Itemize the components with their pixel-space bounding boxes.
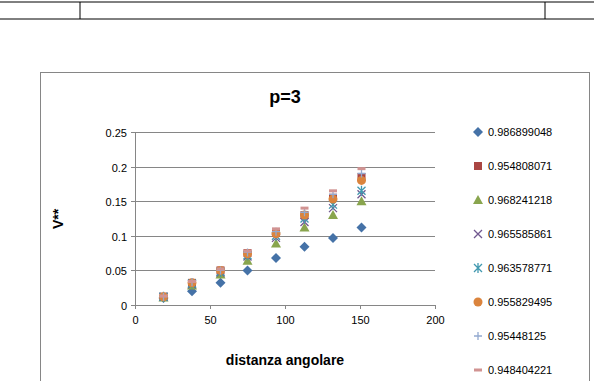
legend-label: 0.954808071 <box>488 160 552 172</box>
legend-marker <box>474 162 482 170</box>
point <box>216 266 225 275</box>
tick-label: 200 <box>426 314 444 326</box>
tick <box>131 201 135 202</box>
header-divider <box>545 2 546 19</box>
tick <box>131 236 135 237</box>
legend-label: 0.955829495 <box>488 296 552 308</box>
legend-label: 0.968241218 <box>488 194 552 206</box>
header-rule <box>0 19 594 20</box>
grid-line <box>135 236 435 237</box>
tick-label: 0 <box>121 300 127 312</box>
legend-marker <box>474 298 483 307</box>
point <box>188 280 196 283</box>
point <box>160 295 168 298</box>
point <box>358 167 366 170</box>
legend-marker <box>474 332 482 340</box>
header-rule <box>0 2 594 3</box>
grid-line <box>135 167 435 168</box>
tick-label: 0.05 <box>106 265 127 277</box>
point <box>159 292 169 301</box>
x-axis-label: distanza angolare <box>226 352 344 368</box>
point <box>188 279 196 289</box>
chart: p=3 0 0.05 0.1 0.15 0.2 0.25 0 50 100 150 200 distan… <box>0 0 594 381</box>
point <box>160 293 168 301</box>
grid-line <box>135 305 435 306</box>
point <box>244 250 252 253</box>
point <box>188 279 196 287</box>
tick <box>435 305 436 309</box>
point <box>217 267 225 277</box>
legend-marker <box>474 263 482 273</box>
legend-label: 0.95448125 <box>488 330 546 342</box>
legend-label: 0.948404221 <box>488 364 552 376</box>
point <box>217 266 225 274</box>
point <box>301 207 309 210</box>
point <box>271 253 281 263</box>
point <box>243 249 252 258</box>
header-divider <box>80 2 81 19</box>
point <box>272 228 280 236</box>
plot-area <box>159 167 367 303</box>
chart-frame <box>41 73 590 381</box>
legend-marker <box>474 230 482 238</box>
grid-line <box>135 270 435 271</box>
legend-marker <box>473 127 483 137</box>
point <box>160 293 168 301</box>
point <box>217 268 225 271</box>
tick-label: 0.1 <box>112 231 127 243</box>
point <box>243 265 253 275</box>
point <box>188 278 197 287</box>
point <box>329 189 337 192</box>
tick-label: 0.2 <box>112 162 127 174</box>
point <box>160 293 168 301</box>
grid-line <box>135 201 435 202</box>
point <box>357 222 367 232</box>
point <box>328 233 338 243</box>
legend-label: 0.965585861 <box>488 228 552 240</box>
point <box>244 248 252 256</box>
point <box>159 292 168 301</box>
y-axis <box>135 132 136 305</box>
title: p=3 <box>269 87 301 107</box>
tick <box>131 132 135 133</box>
x-axis <box>135 305 435 306</box>
point <box>300 242 310 252</box>
tick <box>131 167 135 168</box>
point <box>272 227 280 230</box>
grid-line <box>135 132 435 133</box>
tick-label: 150 <box>351 314 369 326</box>
point <box>358 186 366 196</box>
tick-label: 0.15 <box>106 196 127 208</box>
point <box>358 170 366 178</box>
tick-label: 0 <box>132 314 138 326</box>
tick <box>131 305 135 306</box>
point <box>160 292 168 302</box>
tick-label: 100 <box>276 314 294 326</box>
y-axis-label: V** <box>50 208 66 229</box>
point <box>188 278 196 286</box>
point <box>300 222 310 231</box>
tick <box>131 270 135 271</box>
legend-label: 0.963578771 <box>488 262 552 274</box>
legend-marker <box>473 195 483 204</box>
point <box>216 278 226 288</box>
tick-label: 0.25 <box>106 127 127 139</box>
legend-label: 0.986899048 <box>488 126 552 138</box>
legend-marker <box>474 369 482 372</box>
point <box>329 190 337 198</box>
tick-label: 50 <box>204 314 216 326</box>
point <box>217 266 225 274</box>
